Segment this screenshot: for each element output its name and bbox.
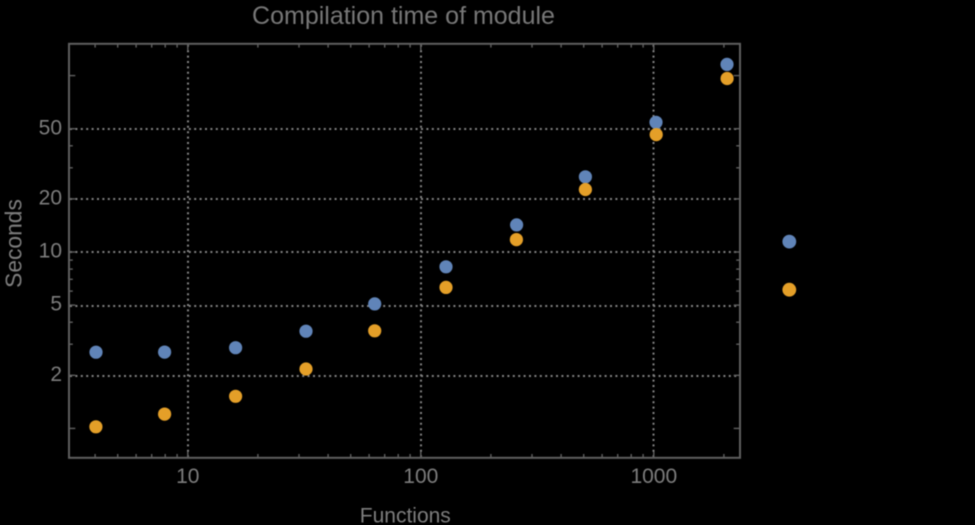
svg-text:5: 5 <box>50 293 62 316</box>
svg-text:20: 20 <box>39 187 62 210</box>
svg-text:Seconds: Seconds <box>1 199 27 288</box>
svg-text:Compilation time of module: Compilation time of module <box>252 2 555 30</box>
svg-text:1000: 1000 <box>630 465 677 488</box>
svg-text:10: 10 <box>39 240 62 263</box>
svg-text:10: 10 <box>176 465 199 488</box>
svg-text:2: 2 <box>50 363 62 386</box>
svg-text:50: 50 <box>39 116 62 139</box>
svg-text:Functions: Functions <box>360 505 451 525</box>
svg-text:100: 100 <box>403 465 438 488</box>
